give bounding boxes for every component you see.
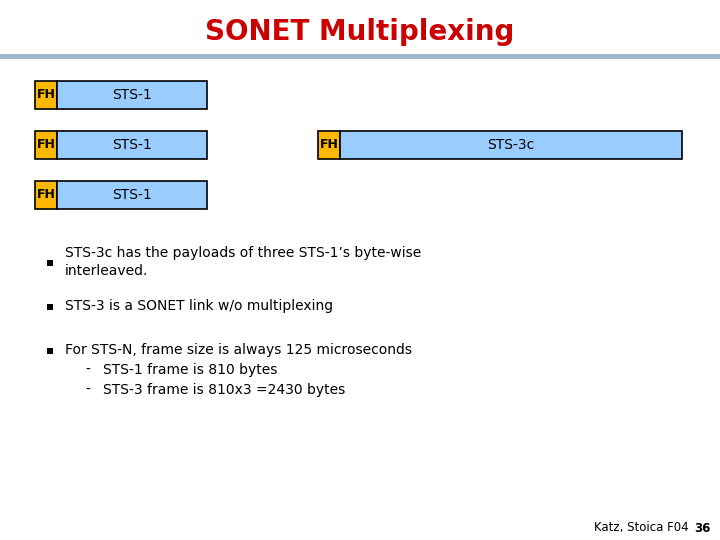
- Bar: [57, 81, 207, 109]
- Text: FH: FH: [37, 89, 55, 102]
- Bar: [340, 131, 682, 159]
- Bar: [318, 131, 340, 159]
- Bar: [35, 131, 57, 159]
- Text: FH: FH: [37, 188, 55, 201]
- Text: STS-3 is a SONET link w/o multiplexing: STS-3 is a SONET link w/o multiplexing: [65, 299, 333, 313]
- Bar: [47, 304, 53, 310]
- Text: For STS-N, frame size is always 125 microseconds: For STS-N, frame size is always 125 micr…: [65, 343, 412, 357]
- Text: FH: FH: [37, 138, 55, 152]
- Text: STS-1: STS-1: [112, 188, 152, 202]
- Bar: [47, 260, 53, 266]
- Text: STS-1 frame is 810 bytes: STS-1 frame is 810 bytes: [103, 363, 277, 377]
- Text: STS-3 frame is 810x3 =2430 bytes: STS-3 frame is 810x3 =2430 bytes: [103, 383, 346, 397]
- Text: Katz, Stoica F04: Katz, Stoica F04: [594, 522, 688, 535]
- Bar: [57, 181, 207, 209]
- Text: 36: 36: [694, 522, 711, 535]
- Text: -: -: [86, 383, 91, 397]
- Bar: [57, 131, 207, 159]
- Bar: [0, 54, 720, 59]
- Text: STS-3c has the payloads of three STS-1’s byte-wise
interleaved.: STS-3c has the payloads of three STS-1’s…: [65, 246, 421, 278]
- Text: STS-1: STS-1: [112, 88, 152, 102]
- Text: FH: FH: [320, 138, 338, 152]
- Text: STS-1: STS-1: [112, 138, 152, 152]
- Bar: [47, 348, 53, 354]
- Text: STS-3c: STS-3c: [487, 138, 535, 152]
- Text: SONET Multiplexing: SONET Multiplexing: [205, 18, 515, 46]
- Bar: [35, 181, 57, 209]
- Text: -: -: [86, 363, 91, 377]
- Bar: [35, 81, 57, 109]
